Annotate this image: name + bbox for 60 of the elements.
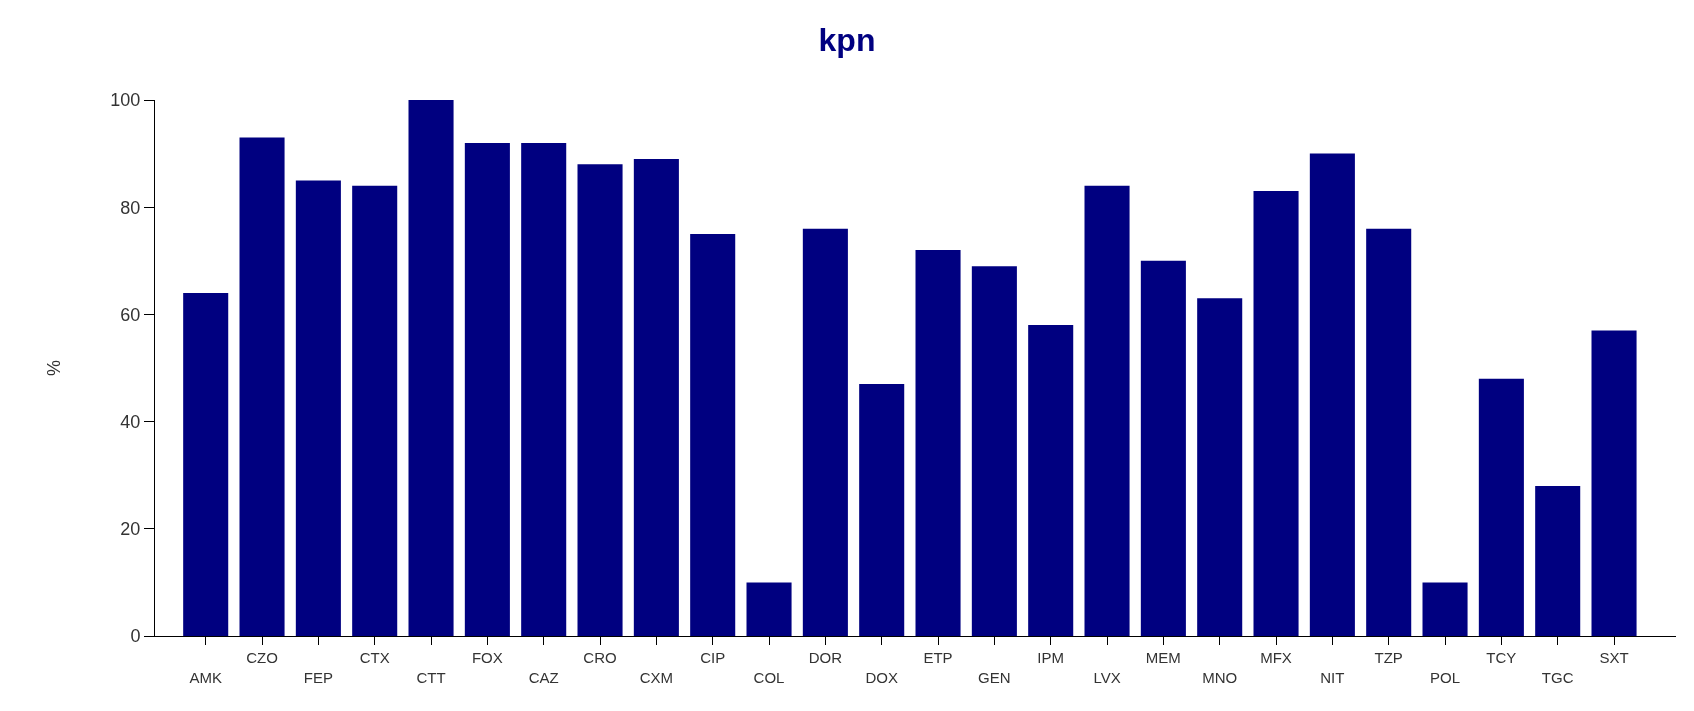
bar — [521, 142, 567, 636]
x-tick-label: ETP — [923, 649, 953, 666]
y-tick-label: 100 — [110, 90, 141, 111]
bar — [183, 292, 229, 636]
x-tick-label: COL — [753, 668, 785, 686]
bar — [1309, 153, 1355, 636]
x-tick-label: MFX — [1260, 649, 1292, 666]
x-tick-label: AMK — [189, 668, 222, 686]
bar — [859, 384, 905, 636]
bar — [1366, 228, 1412, 636]
bar — [1478, 378, 1524, 636]
x-tick-label: CXM — [639, 668, 674, 686]
bar — [1084, 185, 1130, 636]
bar — [1140, 260, 1186, 636]
bar — [464, 142, 510, 636]
x-tick-label: TCY — [1486, 649, 1517, 666]
bar — [971, 266, 1017, 636]
bar — [1253, 191, 1299, 636]
x-tick-label: SXT — [1599, 649, 1629, 666]
x-tick-label: DOR — [808, 649, 843, 666]
chart-title: kpn — [818, 21, 876, 58]
y-tick-label: 20 — [120, 519, 141, 540]
x-tick-label: IPM — [1037, 649, 1065, 666]
x-tick-label: MEM — [1145, 649, 1181, 666]
y-tick-label: 40 — [120, 411, 141, 432]
x-tick-label: GEN — [978, 668, 1011, 686]
bar — [239, 137, 285, 636]
bar — [915, 250, 961, 636]
bar — [1422, 582, 1468, 636]
x-tick-label: CTT — [416, 668, 446, 686]
x-tick-label: FOX — [471, 649, 503, 666]
y-tick-label: 60 — [120, 304, 141, 325]
bar — [1535, 485, 1581, 636]
y-tick-label: 0 — [130, 626, 141, 647]
x-tick-label: LVX — [1093, 668, 1121, 686]
bar — [802, 228, 848, 636]
bar — [1197, 298, 1243, 636]
bar — [352, 185, 398, 636]
bar — [633, 158, 679, 636]
x-tick-label: FEP — [303, 668, 333, 686]
x-tick-label: CTX — [359, 649, 390, 666]
x-tick-label: POL — [1430, 668, 1461, 686]
y-axis-title: % — [43, 359, 64, 377]
bar — [746, 582, 792, 636]
x-tick-label: CZO — [246, 649, 278, 666]
bar — [690, 234, 736, 636]
x-tick-label: NIT — [1320, 668, 1345, 686]
bar — [577, 164, 623, 636]
x-tick-label: CAZ — [528, 668, 559, 686]
y-tick-label: 80 — [120, 197, 141, 218]
x-tick-label: MNO — [1202, 668, 1238, 686]
bar — [1028, 325, 1074, 636]
bar — [1591, 330, 1637, 636]
x-tick-label: CIP — [700, 649, 726, 666]
x-tick-label: TZP — [1374, 649, 1403, 666]
x-tick-label: DOX — [865, 668, 898, 686]
x-tick-label: CRO — [583, 649, 617, 666]
bar — [295, 180, 341, 636]
bar — [408, 100, 454, 636]
x-tick-label: TGC — [1541, 668, 1574, 686]
